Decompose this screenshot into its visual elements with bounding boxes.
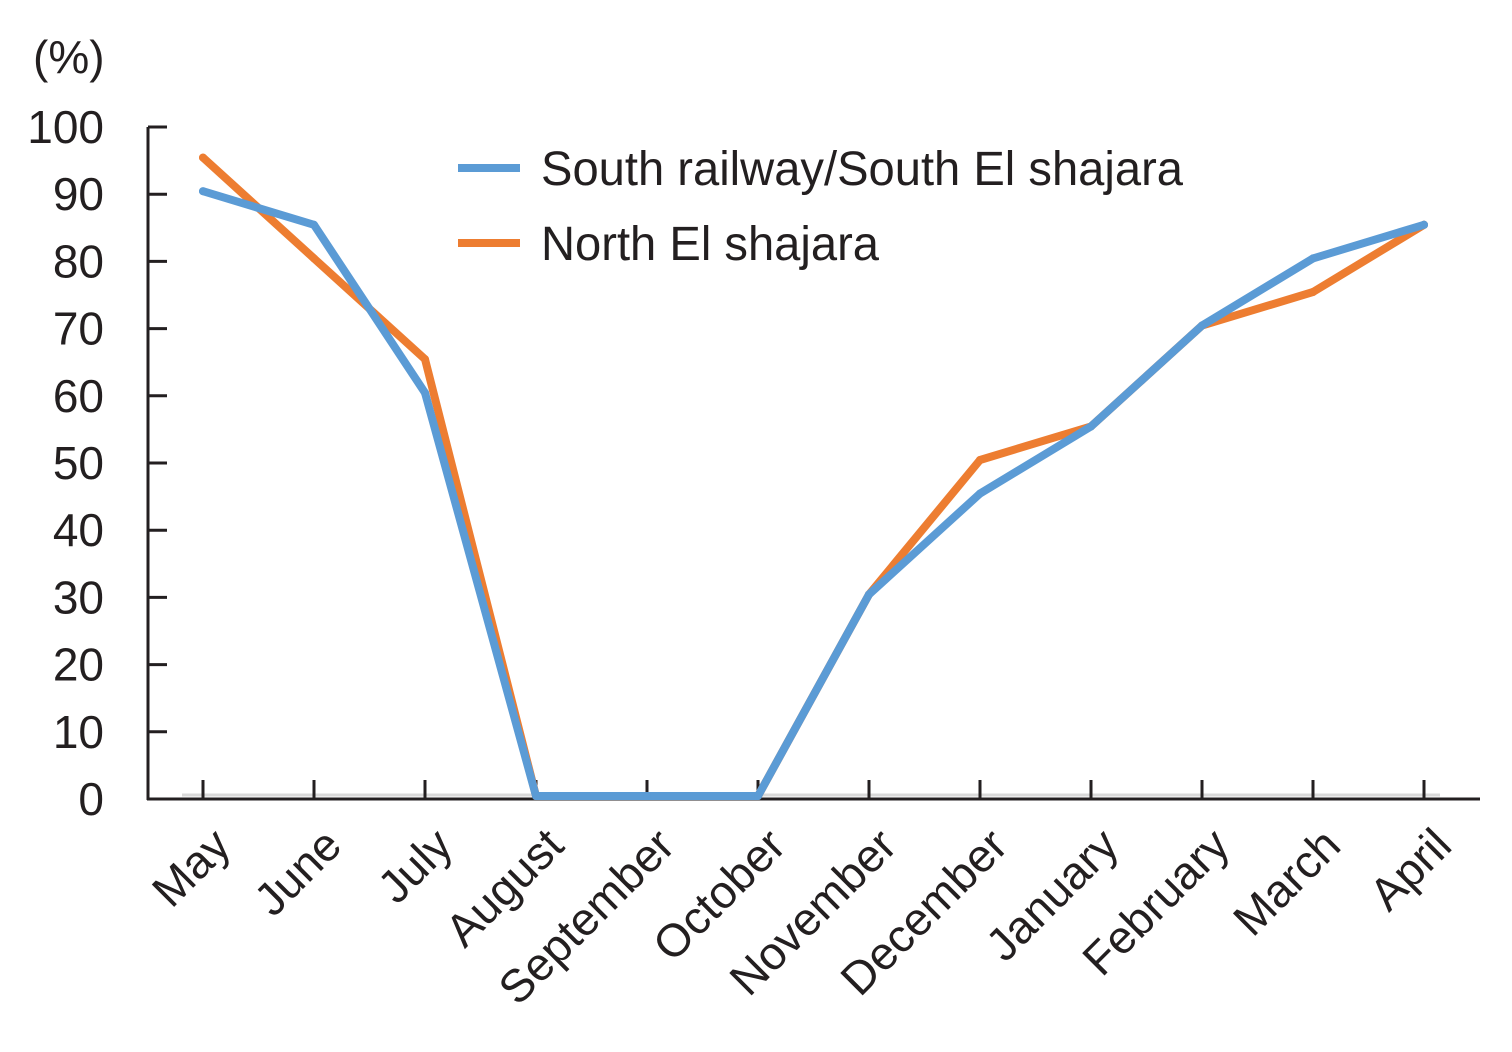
data-point	[865, 590, 873, 599]
y-tick-label: 60	[53, 370, 104, 422]
data-point	[421, 355, 429, 364]
x-tick-label: June	[244, 818, 351, 925]
y-tick-label: 80	[53, 235, 104, 287]
data-point	[199, 187, 207, 196]
data-point	[976, 456, 984, 464]
y-tick-label: 100	[27, 101, 104, 153]
data-point	[310, 254, 318, 263]
data-point	[199, 153, 207, 162]
series-line-1	[199, 187, 1428, 800]
y-tick-label: 0	[78, 773, 104, 825]
data-point	[1420, 220, 1428, 229]
data-point	[1198, 321, 1206, 330]
y-tick-label: 40	[53, 504, 104, 556]
x-tick-label: July	[367, 818, 462, 913]
legend: South railway/South El shajara North El s…	[458, 143, 1183, 271]
data-point	[421, 388, 429, 397]
legend-label-1: South railway/South El shajara	[541, 143, 1183, 196]
y-axis-label: (%)	[33, 31, 105, 83]
y-tick-label: 10	[53, 706, 104, 758]
y-tick-label: 70	[53, 303, 104, 355]
data-point	[1309, 254, 1317, 263]
data-point	[1309, 288, 1317, 296]
legend-label-2: North El shajara	[541, 218, 879, 271]
data-point	[310, 220, 318, 229]
y-tick-label: 30	[53, 571, 104, 623]
y-tick-label: 90	[53, 168, 104, 220]
data-point	[532, 792, 540, 800]
data-point	[754, 792, 762, 800]
x-tick-label: April	[1359, 818, 1461, 920]
x-tick-label: March	[1223, 818, 1350, 945]
series-lines	[199, 153, 1428, 800]
y-tick-label: 50	[53, 437, 104, 489]
data-point	[643, 792, 651, 800]
y-tick-label: 20	[53, 639, 104, 691]
x-tick-label: May	[142, 818, 240, 916]
data-point	[976, 489, 984, 498]
data-point	[1087, 422, 1095, 431]
